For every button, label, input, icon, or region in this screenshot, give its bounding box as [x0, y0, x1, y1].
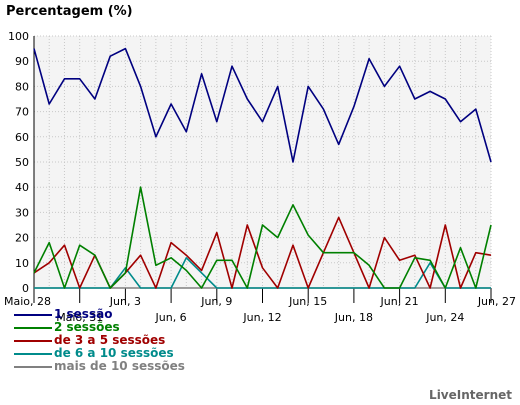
- legend-label-3-a-5-sessoes: de 3 a 5 sessões: [54, 333, 166, 347]
- x-tick-label: Jun, 24: [425, 311, 464, 324]
- y-tick-label: 60: [15, 131, 29, 144]
- legend-label-2-sessoes: 2 sessões: [54, 320, 120, 334]
- legend-swatch-2-sessoes: [14, 327, 52, 329]
- y-tick-label: 80: [15, 80, 29, 93]
- legend-swatch-3-a-5-sessoes: [14, 340, 52, 342]
- x-tick-label: Maio, 28: [4, 295, 51, 308]
- y-tick-label: 100: [8, 30, 29, 43]
- y-tick-label: 30: [15, 206, 29, 219]
- x-tick-label: Jun, 27: [477, 295, 516, 308]
- credit-liveinternet: LiveInternet: [429, 388, 512, 402]
- chart-title: Percentagem (%): [6, 4, 133, 19]
- x-tick-label: Jun, 12: [242, 311, 281, 324]
- y-tick-label: 70: [15, 106, 29, 119]
- y-tick-label: 20: [15, 232, 29, 245]
- legend-swatch-mais-de-10-sessoes: [14, 366, 52, 368]
- y-tick-label: 50: [15, 156, 29, 169]
- x-tick-label: Jun, 3: [109, 295, 141, 308]
- legend-swatch-1-sessao: [14, 314, 52, 316]
- y-tick-label: 0: [22, 282, 29, 295]
- y-tick-label: 10: [15, 257, 29, 270]
- series-line: [33, 186, 492, 289]
- line-chart: 0 10 20 30 40 50 60 70 80 90 100 Maio, 28 Jun, 3 Jun,…: [4, 30, 516, 324]
- legend-label-1-sessao: 1 sessão: [54, 307, 113, 321]
- legend-swatch-6-a-10-sessoes: [14, 353, 52, 355]
- legend-label-6-a-10-sessoes: de 6 a 10 sessões: [54, 346, 174, 360]
- x-tick-label: Jun, 6: [155, 311, 187, 324]
- y-tick-label: 40: [15, 181, 29, 194]
- y-tick-label: 90: [15, 55, 29, 68]
- x-tick-label: Jun, 18: [334, 311, 373, 324]
- x-tick-label: Jun, 15: [288, 295, 327, 308]
- x-tick-label: Jun, 21: [380, 295, 419, 308]
- series-line: [33, 47, 492, 163]
- x-tick-label: Maio, 31: [56, 311, 103, 324]
- x-tick-label: Jun, 9: [200, 295, 232, 308]
- legend-label-mais-de-10-sessoes: mais de 10 sessões: [54, 359, 185, 373]
